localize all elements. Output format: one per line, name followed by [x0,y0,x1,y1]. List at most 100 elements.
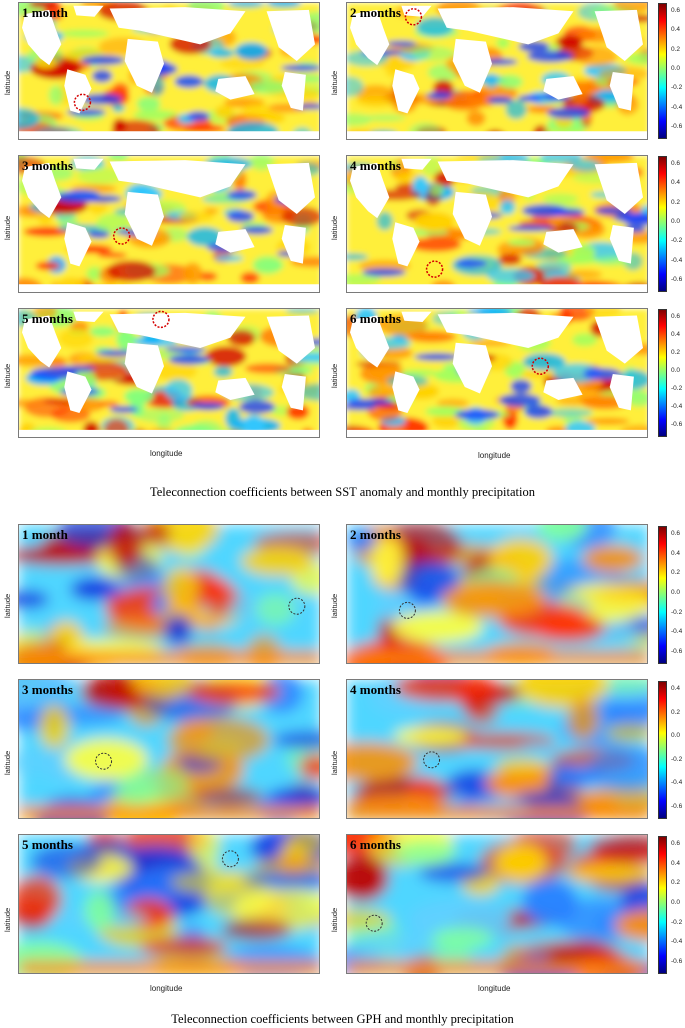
colorbar-tick-label: 0.0 [671,732,681,740]
colorbar-tick-label: 0.6 [671,160,681,167]
gph-map-2 [346,524,648,664]
ylabel-latitude: latitude [330,215,339,240]
sst-panel-5: 5 months [18,308,320,438]
sst-map-3 [18,155,320,293]
colorbar-tick-label: 0.4 [671,859,681,867]
gph-panel-4: 4 months [346,679,648,819]
colorbar-tick-label: 0.6 [671,313,681,320]
ylabel-latitude: latitude [330,593,339,618]
ylabel-latitude: latitude [330,907,339,932]
colorbar-tick-label: 0.2 [671,45,681,53]
colorbar-tick-label: 0.6 [671,840,681,847]
colorbar-tick-label: 0.2 [671,198,681,206]
panel-label: 2 months [350,5,401,20]
colorbar-tick-label: 0.6 [671,7,681,14]
sst-map-2 [346,2,648,140]
colorbar [658,3,667,139]
sst-panel-1: 1 month [18,2,320,140]
colorbar-tick-label: -0.2 [671,84,683,92]
colorbar-tick-label: 0.2 [671,569,681,577]
colorbar [658,836,667,974]
gph-map-3 [18,679,320,819]
sst-panel-3: 3 months [18,155,320,293]
colorbar-tick-label: -0.2 [671,385,683,392]
colorbar-tick-label: -0.6 [671,803,683,810]
panel-label: 1 month [22,527,68,542]
colorbar-tick-label: -0.2 [671,237,683,245]
xlabel-longitude: longitude [478,984,511,993]
ylabel-latitude: latitude [3,70,12,95]
colorbar-tick-label: 0.4 [671,549,681,557]
colorbar-tick-label: -0.4 [671,403,683,410]
colorbar-tick-label: 0.2 [671,879,681,887]
colorbar-tick-label: 0.0 [671,367,681,374]
colorbar-tick-label: -0.6 [671,276,683,283]
colorbar-tick-label: -0.6 [671,958,683,965]
colorbar-tick-label: -0.4 [671,779,683,787]
panel-label: 4 months [350,682,401,697]
gph-map-4 [346,679,648,819]
colorbar-tick-label: 0.4 [671,26,681,34]
sst-panel-4: 4 months [346,155,648,293]
ylabel-latitude: latitude [3,363,12,388]
gph-panel-1: 1 month [18,524,320,664]
panel-label: 3 months [22,158,73,173]
colorbar-tick-label: 0.2 [671,349,681,356]
sst-map-6 [346,308,648,438]
colorbar-tick-label: 0.0 [671,899,681,906]
colorbar [658,309,667,437]
panel-label: 6 months [350,837,401,852]
gph-map-5 [18,834,320,974]
ylabel-latitude: latitude [330,363,339,388]
xlabel-longitude: longitude [150,449,183,458]
colorbar-tick-label: 0.0 [671,65,681,72]
gph-panel-6: 6 months [346,834,648,974]
gph-panel-5: 5 months [18,834,320,974]
colorbar-tick-label: -0.4 [671,938,683,946]
ylabel-latitude: latitude [3,750,12,775]
xlabel-longitude: longitude [478,451,511,460]
colorbar-tick-label: 0.4 [671,331,681,338]
gph-map-1 [18,524,320,664]
sst-panel-6: 6 months [346,308,648,438]
gph-map-6 [346,834,648,974]
sst-panel-2: 2 months [346,2,648,140]
ylabel-latitude: latitude [3,593,12,618]
panel-label: 1 month [22,5,68,20]
colorbar-tick-label: 0.4 [671,179,681,187]
ylabel-latitude: latitude [3,907,12,932]
panel-label: 3 months [22,682,73,697]
colorbar-tick-label: -0.6 [671,123,683,130]
colorbar-tick-label: 0.4 [671,685,681,692]
colorbar-tick-label: -0.4 [671,103,683,111]
colorbar-tick-label: 0.0 [671,218,681,225]
panel-label: 5 months [22,837,73,852]
ylabel-latitude: latitude [330,750,339,775]
colorbar [658,681,667,819]
ylabel-latitude: latitude [330,70,339,95]
gph-caption: Teleconnection coefficients between GPH … [171,1012,514,1026]
panel-label: 6 months [350,311,401,326]
sst-map-5 [18,308,320,438]
colorbar-tick-label: -0.6 [671,648,683,655]
panel-label: 4 months [350,158,401,173]
colorbar [658,156,667,292]
colorbar [658,526,667,664]
colorbar-tick-label: -0.4 [671,628,683,636]
colorbar-tick-label: -0.2 [671,918,683,926]
sst-map-4 [346,155,648,293]
colorbar-tick-label: -0.4 [671,256,683,264]
gph-panel-3: 3 months [18,679,320,819]
colorbar-tick-label: -0.2 [671,608,683,616]
colorbar-tick-label: 0.6 [671,530,681,537]
sst-map-1 [18,2,320,140]
sst-caption: Teleconnection coefficients between SST … [149,485,535,499]
colorbar-tick-label: 0.2 [671,708,681,716]
ylabel-latitude: latitude [3,215,12,240]
colorbar-tick-label: -0.6 [671,421,683,428]
colorbar-tick-label: 0.0 [671,589,681,596]
gph-panel-2: 2 months [346,524,648,664]
panel-label: 2 months [350,527,401,542]
panel-label: 5 months [22,311,73,326]
colorbar-tick-label: -0.2 [671,755,683,763]
